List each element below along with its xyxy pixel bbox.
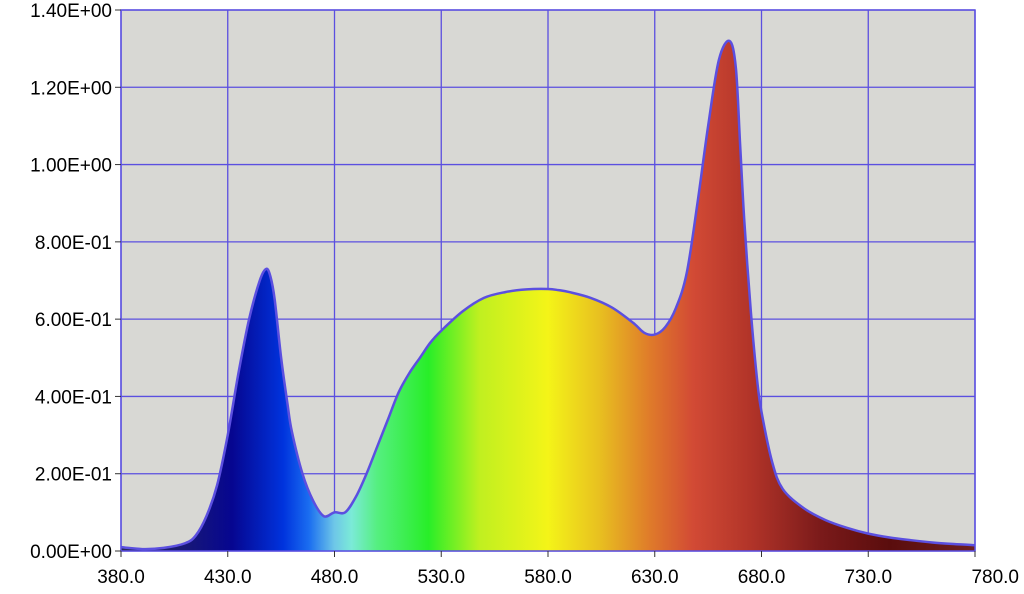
y-tick-label: 6.00E-01 <box>35 310 112 331</box>
y-axis-ticks: 0.00E+00 2.00E-01 4.00E-01 6.00E-01 8.00E-01… <box>30 1 121 563</box>
x-axis-ticks: 380.0 430.0 480.0 530.0 580.0 630.0 680.0 730.0… <box>97 551 1019 588</box>
y-tick-label: 1.00E+00 <box>30 156 112 177</box>
x-tick-label: 630.0 <box>631 567 679 588</box>
y-tick-label: 1.40E+00 <box>30 1 112 22</box>
spectrum-area <box>121 40 975 552</box>
x-tick-label: 480.0 <box>311 567 359 588</box>
y-tick-label: 2.00E-01 <box>35 465 112 486</box>
spectrum-curve-line <box>120 39 976 551</box>
x-tick-label: 580.0 <box>524 567 572 588</box>
x-tick-label: 530.0 <box>417 567 465 588</box>
x-tick-label: 730.0 <box>844 567 892 588</box>
x-tick-label: 780.0 <box>971 567 1019 588</box>
x-tick-label: 380.0 <box>97 567 145 588</box>
x-tick-label: 680.0 <box>738 567 786 588</box>
y-tick-label: 8.00E-01 <box>35 233 112 254</box>
y-tick-label: 4.00E-01 <box>35 387 112 408</box>
x-tick-label: 430.0 <box>204 567 252 588</box>
y-tick-label: 1.20E+00 <box>30 78 112 99</box>
y-tick-label: 0.00E+00 <box>30 542 112 563</box>
